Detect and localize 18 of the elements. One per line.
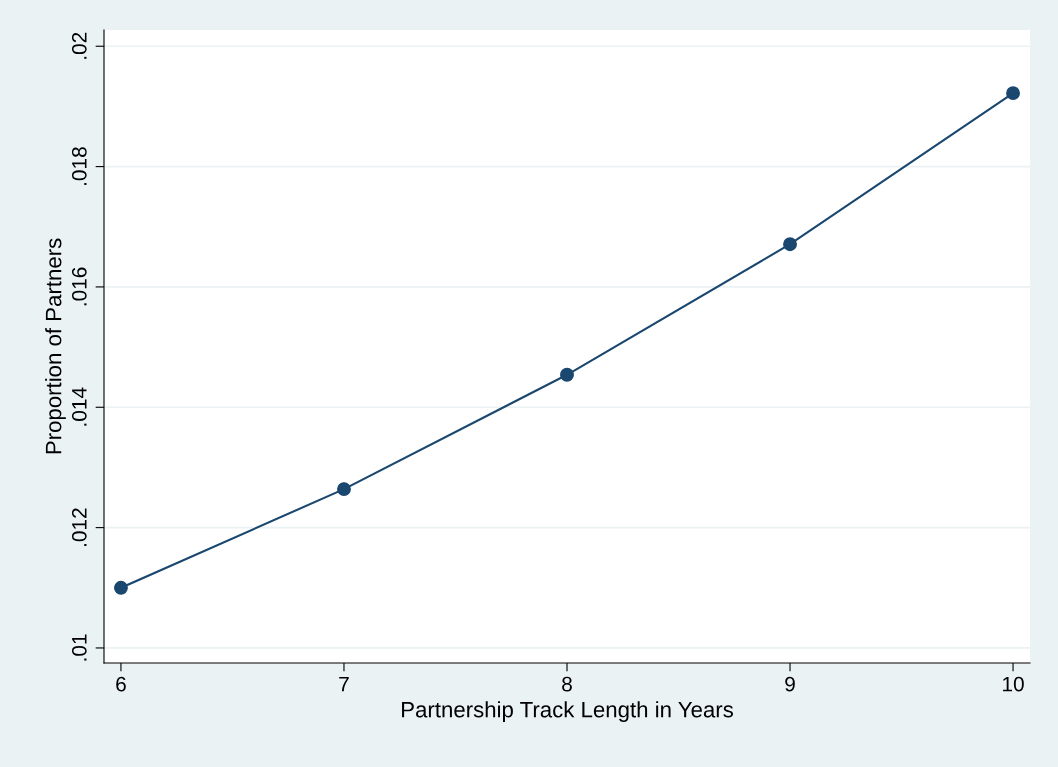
x-axis-title: Partnership Track Length in Years bbox=[402, 701, 733, 722]
point bbox=[560, 367, 574, 382]
y-tick-label: .018 bbox=[71, 147, 87, 185]
y-tick-label: .02 bbox=[71, 32, 87, 59]
point bbox=[114, 580, 128, 595]
point bbox=[783, 237, 797, 252]
x-tick-label: 9 bbox=[785, 676, 795, 692]
x-tick-label: 10 bbox=[1003, 676, 1024, 692]
x-tick-label: 6 bbox=[116, 676, 126, 692]
point bbox=[1006, 86, 1020, 101]
y-tick-label: .012 bbox=[71, 508, 87, 546]
point bbox=[337, 482, 351, 497]
y-axis-title: Proportion of Partners bbox=[45, 238, 66, 454]
y-tick-label: .016 bbox=[71, 267, 87, 306]
x-tick-label: 7 bbox=[339, 676, 349, 692]
x-tick-label: 8 bbox=[562, 676, 572, 692]
y-tick-label: .01 bbox=[71, 634, 87, 661]
y-tick-label: .014 bbox=[71, 387, 87, 426]
